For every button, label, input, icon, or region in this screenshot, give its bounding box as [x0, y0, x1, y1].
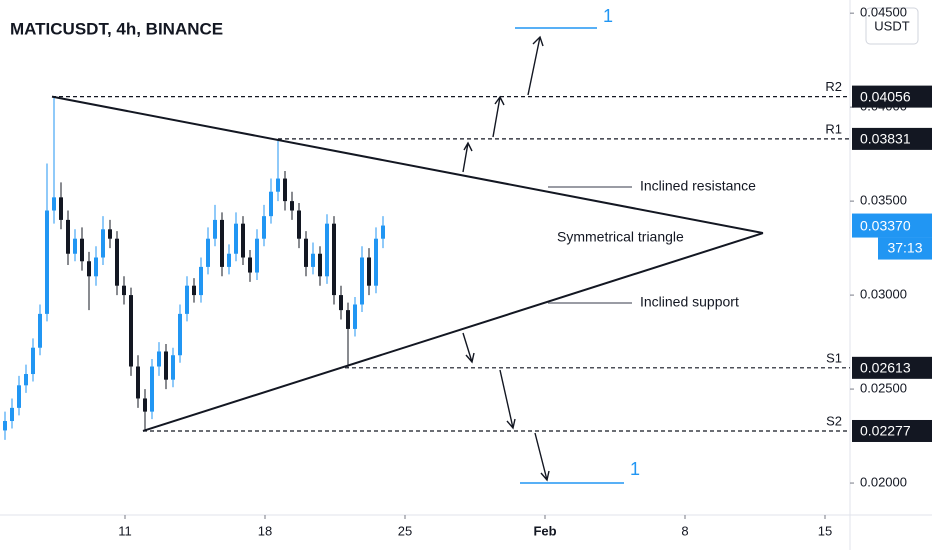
candle-body: [199, 266, 203, 296]
candle-body: [185, 285, 189, 314]
candle-body: [339, 295, 343, 311]
last-price-label: 0.03370: [860, 217, 911, 233]
level-price-label: 0.02613: [860, 360, 911, 376]
countdown-label: 37:13: [887, 239, 922, 255]
trendline: [142, 232, 764, 432]
candle-body: [52, 197, 56, 211]
y-tick-label: 0.03000: [860, 287, 907, 302]
countdown-box: [878, 237, 932, 260]
candle-body: [101, 229, 105, 258]
x-tick-label: 18: [258, 523, 272, 538]
candle-body: [290, 201, 294, 211]
candle-body: [192, 285, 196, 296]
candle-body: [38, 313, 42, 348]
candle-body: [136, 366, 140, 399]
candle-body: [353, 304, 357, 329]
y-tick-label: 0.04500: [860, 5, 907, 20]
chart-title: MATICUSDT, 4h, BINANCE: [10, 19, 223, 38]
candle-body: [31, 347, 35, 375]
currency-label: USDT: [874, 18, 909, 33]
candle-body: [164, 351, 168, 380]
level-price-label: 0.02277: [860, 423, 911, 439]
candle-body: [220, 219, 224, 267]
arrow: [527, 35, 544, 96]
candle-body: [311, 253, 315, 267]
x-tick-label: 8: [681, 523, 688, 538]
level-name: R2: [825, 79, 842, 94]
candle-body: [108, 229, 112, 239]
candle-body: [143, 398, 147, 412]
candle-body: [24, 374, 28, 386]
candle-body: [206, 238, 210, 267]
candle-body: [3, 421, 7, 431]
candle-body: [325, 223, 329, 277]
candle-body: [241, 223, 245, 258]
x-tick-label: 25: [398, 523, 412, 538]
x-tick-label: 15: [818, 523, 832, 538]
level-name: S1: [826, 350, 842, 365]
y-tick-label: 0.03500: [860, 193, 907, 208]
candle-body: [297, 210, 301, 239]
candle-body: [129, 295, 133, 367]
level-price-box: [852, 356, 932, 379]
arrow: [534, 432, 550, 482]
candle-body: [59, 197, 63, 220]
candle-body: [234, 223, 238, 254]
annotation: Inclined support: [640, 294, 739, 310]
x-tick-label: Feb: [533, 523, 556, 538]
trendline: [51, 95, 764, 235]
arrow: [462, 332, 475, 364]
level-name: R1: [825, 121, 842, 136]
candle-body: [381, 225, 385, 239]
level-name: S2: [826, 413, 842, 428]
candle-body: [150, 366, 154, 412]
candle-body: [157, 351, 161, 367]
arrow: [499, 369, 516, 430]
candle-body: [80, 238, 84, 262]
candle-body: [360, 257, 364, 305]
candle-body: [276, 178, 280, 192]
candle-body: [262, 216, 266, 239]
candle-body: [66, 219, 70, 254]
y-tick-label: 0.02000: [860, 474, 907, 489]
candle-body: [304, 238, 308, 267]
candle-body: [283, 178, 287, 202]
level-price-label: 0.03831: [860, 131, 911, 147]
annotation: Symmetrical triangle: [557, 229, 684, 245]
candle-body: [94, 257, 98, 277]
candle-body: [255, 238, 259, 273]
candle-body: [115, 238, 119, 286]
candle-body: [346, 310, 350, 329]
annotation: Inclined resistance: [640, 178, 756, 194]
candle-body: [171, 355, 175, 380]
candle-body: [10, 407, 14, 422]
candle-body: [227, 253, 231, 267]
candle-body: [332, 223, 336, 296]
candle-body: [178, 313, 182, 356]
candle-body: [374, 238, 378, 286]
level-price-box: [852, 127, 932, 150]
last-price-box: [852, 213, 932, 238]
level-price-label: 0.04056: [860, 88, 911, 104]
y-tick-label: 0.02500: [860, 381, 907, 396]
candle-body: [87, 261, 91, 277]
candle-body: [122, 285, 126, 296]
arrow: [462, 141, 473, 173]
candle-body: [17, 385, 21, 408]
level-price-box: [852, 85, 932, 108]
candle-body: [73, 238, 77, 254]
currency-box[interactable]: [865, 7, 919, 45]
candle-body: [367, 257, 371, 286]
candle-body: [269, 191, 273, 217]
candle-body: [45, 210, 49, 314]
target-label: 1: [630, 459, 640, 479]
level-price-box: [852, 419, 932, 442]
x-tick-label: 11: [118, 523, 132, 538]
candle-body: [318, 253, 322, 277]
target-label: 1: [603, 6, 613, 26]
candle-body: [248, 257, 252, 273]
candle-body: [213, 219, 217, 239]
